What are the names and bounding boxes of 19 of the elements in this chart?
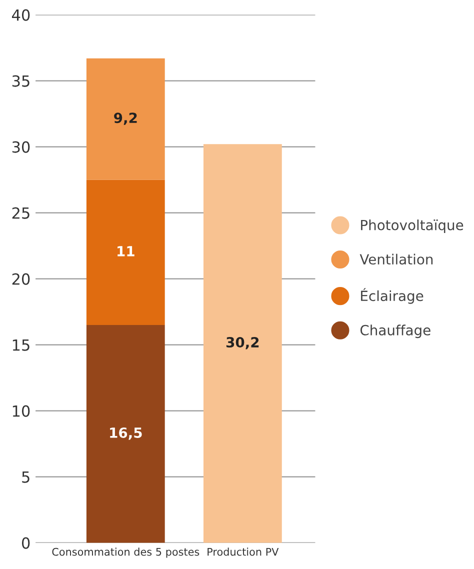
data-label: 11	[118, 246, 134, 256]
y-tick-label: 25	[12, 207, 30, 219]
y-tick-label: 35	[12, 75, 30, 87]
y-tick-label: 20	[12, 273, 30, 285]
y-tick-label: 0	[22, 537, 30, 549]
data-label: 9,2	[114, 112, 137, 125]
x-tick-label: Consommation des 5 postes	[52, 548, 200, 558]
legend-label: Photovoltaïque	[361, 220, 464, 233]
y-tick-label: 10	[12, 405, 30, 417]
data-label: 30,2	[226, 337, 259, 350]
legend-label: Éclairage	[361, 288, 424, 304]
y-tick-label: 40	[12, 9, 30, 21]
x-tick-label: Production PV	[208, 548, 279, 556]
legend-label: Ventilation	[360, 254, 433, 265]
y-tick-label: 15	[12, 339, 30, 351]
y-tick-label: 5	[22, 471, 30, 483]
data-label: 16,5	[110, 427, 142, 440]
legend-label: Chauffage	[360, 324, 430, 338]
y-tick-label: 30	[12, 141, 30, 153]
